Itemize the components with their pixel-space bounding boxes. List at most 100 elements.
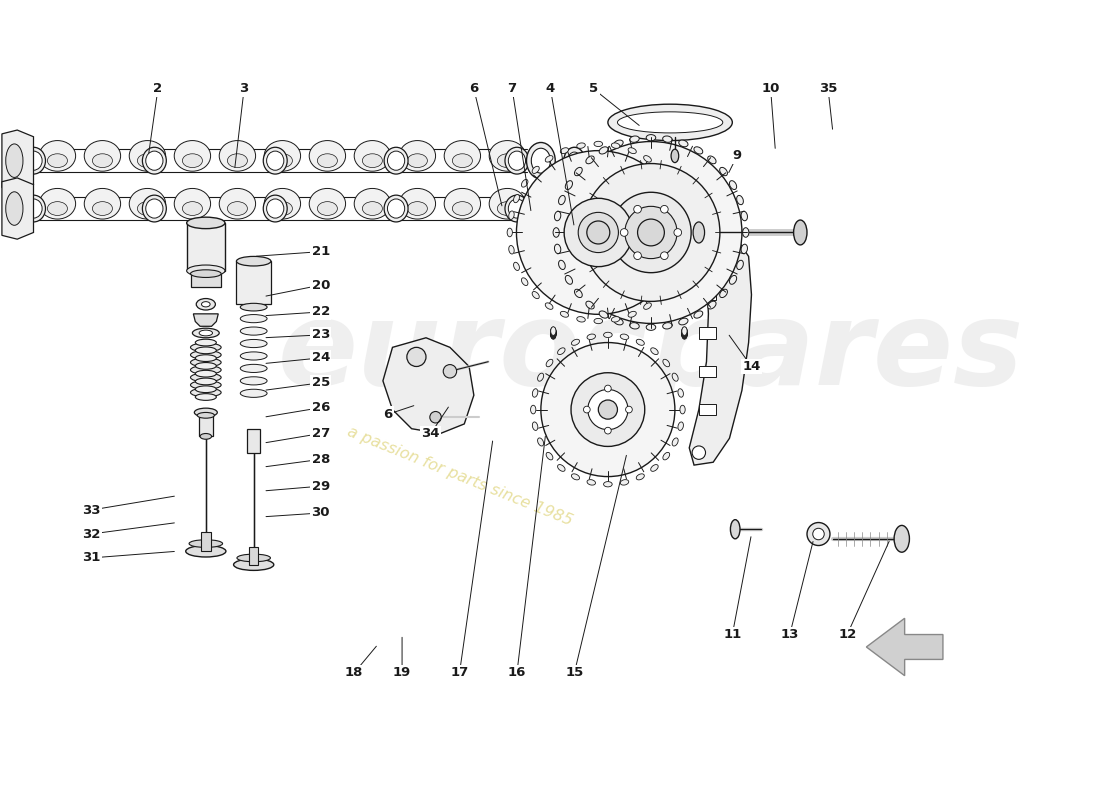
Circle shape <box>560 142 741 323</box>
Ellipse shape <box>719 290 727 298</box>
Ellipse shape <box>614 140 624 146</box>
Ellipse shape <box>384 195 408 222</box>
Text: 5: 5 <box>588 82 598 95</box>
Ellipse shape <box>614 318 624 325</box>
Circle shape <box>605 385 612 392</box>
Ellipse shape <box>564 147 585 174</box>
Ellipse shape <box>199 330 212 336</box>
Ellipse shape <box>196 347 217 354</box>
Ellipse shape <box>678 194 683 202</box>
Text: 18: 18 <box>345 666 363 679</box>
Ellipse shape <box>236 554 271 562</box>
Ellipse shape <box>6 192 23 226</box>
Ellipse shape <box>729 181 737 190</box>
Ellipse shape <box>586 301 594 309</box>
Text: 22: 22 <box>311 306 330 318</box>
Ellipse shape <box>514 194 519 202</box>
Text: 34: 34 <box>421 427 440 440</box>
Ellipse shape <box>138 202 157 215</box>
Polygon shape <box>690 242 751 465</box>
Ellipse shape <box>651 348 658 354</box>
Circle shape <box>610 192 691 273</box>
Ellipse shape <box>551 328 556 336</box>
Ellipse shape <box>490 189 526 219</box>
Ellipse shape <box>85 141 121 171</box>
Ellipse shape <box>600 146 608 154</box>
Ellipse shape <box>497 202 517 215</box>
Ellipse shape <box>22 195 45 222</box>
Polygon shape <box>2 130 33 191</box>
Ellipse shape <box>682 329 688 337</box>
Ellipse shape <box>532 166 539 174</box>
Text: 6: 6 <box>470 82 478 95</box>
Ellipse shape <box>682 328 688 337</box>
Ellipse shape <box>240 339 267 347</box>
Ellipse shape <box>190 358 221 366</box>
Text: 21: 21 <box>311 245 330 258</box>
Ellipse shape <box>630 322 639 329</box>
Ellipse shape <box>682 329 688 338</box>
Ellipse shape <box>240 364 267 373</box>
Ellipse shape <box>741 244 748 254</box>
Ellipse shape <box>532 389 538 397</box>
Circle shape <box>582 163 719 302</box>
Ellipse shape <box>197 413 215 418</box>
Text: 17: 17 <box>450 666 469 679</box>
Ellipse shape <box>587 334 595 339</box>
Ellipse shape <box>679 318 688 325</box>
Ellipse shape <box>452 202 472 215</box>
Ellipse shape <box>682 330 688 338</box>
Text: a passion for parts since 1985: a passion for parts since 1985 <box>344 424 574 529</box>
Ellipse shape <box>399 189 436 219</box>
Ellipse shape <box>682 330 688 339</box>
Ellipse shape <box>190 350 221 359</box>
Ellipse shape <box>669 278 675 286</box>
Text: 27: 27 <box>311 427 330 440</box>
Ellipse shape <box>508 151 526 170</box>
Ellipse shape <box>793 220 807 245</box>
Ellipse shape <box>587 480 595 485</box>
Circle shape <box>660 206 668 213</box>
Ellipse shape <box>532 422 538 430</box>
Ellipse shape <box>571 339 580 346</box>
Ellipse shape <box>309 189 345 219</box>
Ellipse shape <box>273 202 293 215</box>
Ellipse shape <box>196 339 217 346</box>
Ellipse shape <box>636 339 645 346</box>
Ellipse shape <box>187 217 225 229</box>
Circle shape <box>620 229 628 236</box>
Text: 20: 20 <box>311 278 330 292</box>
Ellipse shape <box>174 141 210 171</box>
Ellipse shape <box>894 526 910 552</box>
Ellipse shape <box>196 362 217 370</box>
Circle shape <box>634 206 641 213</box>
Ellipse shape <box>546 452 553 460</box>
Ellipse shape <box>680 406 685 414</box>
Ellipse shape <box>658 166 664 174</box>
Ellipse shape <box>574 290 582 298</box>
Circle shape <box>692 446 705 459</box>
Ellipse shape <box>551 328 556 337</box>
Ellipse shape <box>672 373 679 382</box>
Ellipse shape <box>741 211 748 221</box>
Text: 32: 32 <box>81 527 100 541</box>
Text: 2: 2 <box>153 82 163 95</box>
Ellipse shape <box>531 196 550 221</box>
Ellipse shape <box>694 311 703 318</box>
Ellipse shape <box>200 434 211 439</box>
Ellipse shape <box>565 275 572 284</box>
Ellipse shape <box>551 330 556 338</box>
Ellipse shape <box>92 154 112 167</box>
Ellipse shape <box>228 202 248 215</box>
Ellipse shape <box>129 141 166 171</box>
Ellipse shape <box>521 278 528 286</box>
Circle shape <box>579 212 618 253</box>
Ellipse shape <box>201 302 210 307</box>
Bar <box>698 289 716 301</box>
Ellipse shape <box>452 154 472 167</box>
Ellipse shape <box>707 156 716 164</box>
Ellipse shape <box>6 144 23 178</box>
Ellipse shape <box>669 179 675 187</box>
Ellipse shape <box>142 195 166 222</box>
Ellipse shape <box>532 291 539 298</box>
